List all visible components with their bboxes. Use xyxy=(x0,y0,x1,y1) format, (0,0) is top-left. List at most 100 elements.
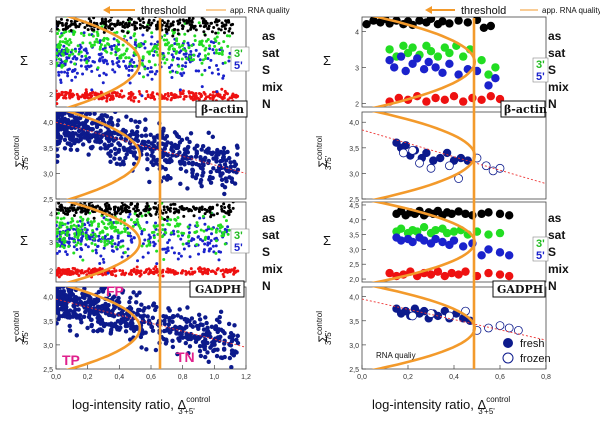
point-n xyxy=(132,267,136,271)
point-as xyxy=(66,207,70,211)
point-s xyxy=(101,55,105,59)
svg-text:Σcontrol3'/5': Σcontrol3'/5' xyxy=(315,136,333,170)
point-n xyxy=(454,270,463,279)
point-control xyxy=(207,331,212,336)
point-sat xyxy=(180,67,184,71)
point-control xyxy=(186,351,191,356)
point-control xyxy=(58,283,62,287)
point-sat xyxy=(121,43,125,47)
point-control xyxy=(74,112,76,113)
point-sat xyxy=(128,62,132,66)
point-control xyxy=(56,112,61,117)
point-as xyxy=(129,202,133,206)
point-control xyxy=(229,348,235,353)
point-control xyxy=(149,153,154,158)
point-s xyxy=(223,227,227,231)
point-as xyxy=(198,24,202,28)
point-sat xyxy=(195,221,199,225)
point-sat xyxy=(449,227,459,236)
point-n xyxy=(81,271,85,275)
point-s xyxy=(183,65,187,69)
point-fresh xyxy=(442,148,452,158)
point-control xyxy=(184,324,189,330)
point-s xyxy=(142,42,146,46)
point-n xyxy=(87,271,91,275)
point-sat xyxy=(111,226,115,230)
point-control xyxy=(123,155,128,161)
point-s xyxy=(459,242,468,251)
x-tick-label: 0,4 xyxy=(449,374,459,381)
point-control xyxy=(235,167,241,172)
point-sat xyxy=(87,33,91,37)
point-control xyxy=(186,160,192,166)
point-sat xyxy=(200,73,204,77)
point-as xyxy=(138,212,142,216)
point-sat xyxy=(223,61,227,65)
point-s xyxy=(212,250,216,254)
point-as xyxy=(227,213,231,217)
point-s xyxy=(198,216,202,220)
point-control xyxy=(137,307,142,313)
point-sat xyxy=(156,53,160,57)
point-sat xyxy=(96,40,100,44)
point-as xyxy=(84,212,88,216)
point-control xyxy=(196,336,202,341)
point-sat xyxy=(165,43,169,47)
point-control xyxy=(108,331,113,336)
point-sat xyxy=(123,250,127,254)
point-sat xyxy=(74,243,78,247)
point-control xyxy=(78,135,83,140)
point-n xyxy=(194,91,198,95)
point-sat xyxy=(66,50,70,54)
point-s xyxy=(78,255,82,259)
point-control xyxy=(87,296,92,302)
point-sat xyxy=(103,49,107,53)
point-s xyxy=(150,35,154,39)
point-control xyxy=(127,337,133,342)
point-s xyxy=(173,42,177,46)
point-sat xyxy=(81,232,85,236)
point-s xyxy=(177,57,181,61)
point-sat xyxy=(92,237,96,241)
point-n xyxy=(191,98,195,102)
point-as xyxy=(63,212,67,216)
point-s xyxy=(66,221,70,225)
point-sat xyxy=(61,64,65,68)
point-as xyxy=(217,19,221,23)
point-n xyxy=(122,94,126,98)
point-s xyxy=(79,246,83,250)
point-sat xyxy=(77,52,81,56)
point-control xyxy=(127,299,132,305)
point-sat xyxy=(138,226,142,230)
point-as xyxy=(214,18,218,22)
point-as xyxy=(454,17,463,25)
point-s xyxy=(155,69,159,73)
y-tick-label: 2 xyxy=(49,92,53,99)
point-sat xyxy=(91,249,95,253)
point-control xyxy=(163,142,168,147)
point-sat xyxy=(79,242,83,246)
point-as xyxy=(112,205,116,209)
point-sat xyxy=(181,43,185,47)
point-control xyxy=(194,143,200,149)
point-s xyxy=(112,37,116,41)
point-control xyxy=(198,154,203,160)
point-s xyxy=(176,257,180,261)
side-5-right-1: 5' xyxy=(536,71,545,83)
point-s xyxy=(67,236,71,240)
point-sat xyxy=(154,50,158,54)
class-sat-left: sat xyxy=(262,46,279,60)
point-sat xyxy=(222,234,226,238)
point-n xyxy=(176,271,180,275)
point-control xyxy=(66,131,72,136)
point-s xyxy=(131,65,135,69)
point-s xyxy=(127,215,131,219)
point-control xyxy=(206,359,211,365)
point-sat xyxy=(170,231,174,235)
point-frozen xyxy=(415,158,424,168)
point-s xyxy=(445,59,454,68)
y-tick-label: 2,0 xyxy=(349,277,359,284)
point-frozen xyxy=(444,311,454,321)
point-control xyxy=(88,133,93,138)
